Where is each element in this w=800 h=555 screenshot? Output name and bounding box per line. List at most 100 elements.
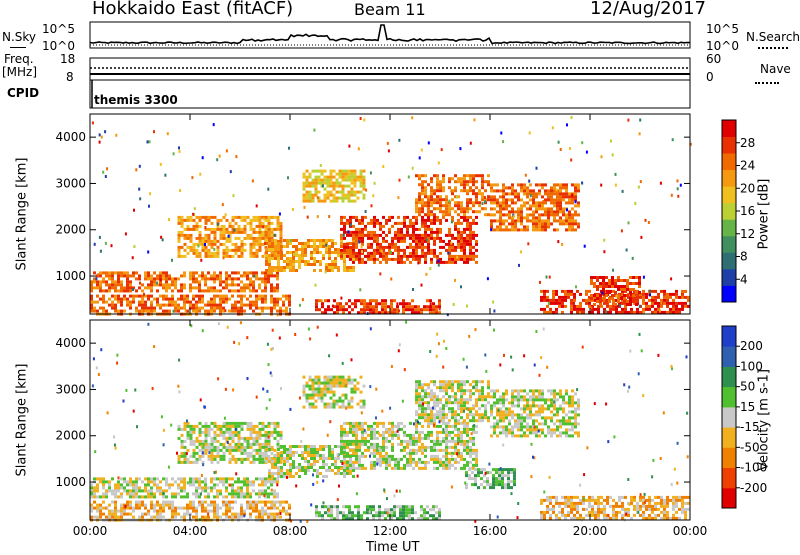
heatmap-cell (274, 463, 277, 466)
heatmap-cell (412, 255, 415, 258)
heatmap-cell (496, 201, 499, 204)
heatmap-cell (466, 222, 469, 225)
heatmap-cell (246, 277, 249, 280)
heatmap-cell (349, 269, 352, 272)
heatmap-cell (463, 228, 466, 231)
heatmap-cell (442, 410, 445, 413)
heatmap-cell (273, 289, 276, 292)
heatmap-cell (306, 397, 309, 400)
heatmap-cell (357, 382, 360, 385)
heatmap-cell (219, 301, 222, 304)
heatmap-cell (475, 452, 478, 455)
heatmap-cell (451, 440, 454, 443)
heatmap-cell (240, 480, 243, 483)
heatmap-cell (342, 200, 345, 203)
heatmap-cell (433, 243, 436, 246)
heatmap-cell (402, 299, 405, 302)
heatmap-cell (675, 293, 678, 296)
heatmap-cell (144, 495, 147, 498)
heatmap-cell (466, 443, 469, 446)
heatmap-cell (117, 274, 120, 277)
heatmap-cell (193, 443, 196, 446)
heatmap-cell (180, 283, 183, 286)
heatmap-cell (346, 219, 349, 222)
heatmap-cell (253, 255, 256, 258)
heatmap-cell (593, 276, 596, 279)
heatmap-cell (403, 440, 406, 443)
heatmap-cell (192, 280, 195, 283)
heatmap-cell (129, 283, 132, 286)
heatmap-cell (258, 492, 261, 495)
heatmap-cell (439, 389, 442, 392)
heatmap-noise-cell (200, 259, 202, 262)
heatmap-cell (277, 440, 280, 443)
heatmap-cell (315, 170, 318, 173)
heatmap-cell (246, 486, 249, 489)
heatmap-noise-cell (388, 149, 390, 152)
heatmap-cell (538, 225, 541, 228)
heatmap-cell (270, 301, 273, 304)
heatmap-cell (289, 242, 292, 245)
heatmap-cell (225, 486, 228, 489)
heatmap-cell (436, 174, 439, 177)
heatmap-cell (231, 513, 234, 516)
heatmap-cell (415, 228, 418, 231)
heatmap-cell (544, 228, 547, 231)
heatmap-cell (433, 216, 436, 219)
heatmap-cell (316, 248, 319, 251)
heatmap-cell (460, 180, 463, 183)
heatmap-noise-cell (640, 236, 642, 239)
heatmap-cell (541, 183, 544, 186)
heatmap-cell (574, 183, 577, 186)
heatmap-noise-cell (361, 245, 363, 248)
heatmap-cell (454, 434, 457, 437)
heatmap-cell (276, 501, 279, 504)
heatmap-cell (436, 398, 439, 401)
heatmap-cell (156, 504, 159, 507)
heatmap-cell (259, 231, 262, 234)
heatmap-cell (220, 425, 223, 428)
heatmap-cell (313, 260, 316, 263)
heatmap-cell (436, 189, 439, 192)
heatmap-cell (336, 403, 339, 406)
heatmap-cell (421, 252, 424, 255)
heatmap-cell (247, 455, 250, 458)
heatmap-cell (556, 192, 559, 195)
heatmap-cell (187, 437, 190, 440)
heatmap-cell (235, 449, 238, 452)
heatmap-cell (183, 480, 186, 483)
heatmap-cell (264, 480, 267, 483)
heatmap-cell (189, 480, 192, 483)
heatmap-cell (229, 255, 232, 258)
heatmap-cell (561, 311, 564, 314)
heatmap-cell (96, 477, 99, 480)
heatmap-cell (463, 243, 466, 246)
heatmap-noise-cell (363, 119, 365, 122)
heatmap-cell (469, 231, 472, 234)
heatmap-noise-cell (149, 140, 151, 143)
heatmap-cell (433, 219, 436, 222)
heatmap-cell (342, 176, 345, 179)
heatmap-cell (210, 504, 213, 507)
heatmap-cell (403, 222, 406, 225)
heatmap-cell (358, 458, 361, 461)
heatmap-cell (415, 386, 418, 389)
heatmap-cell (132, 480, 135, 483)
heatmap-cell (144, 486, 147, 489)
heatmap-cell (217, 440, 220, 443)
heatmap-cell (277, 443, 280, 446)
heatmap-cell (274, 466, 277, 469)
heatmap-cell (204, 477, 207, 480)
heatmap-cell (150, 289, 153, 292)
heatmap-cell (340, 440, 343, 443)
heatmap-cell (226, 446, 229, 449)
heatmap-cell (324, 403, 327, 406)
heatmap-cell (430, 231, 433, 234)
heatmap-cell (241, 449, 244, 452)
heatmap-noise-cell (528, 180, 530, 183)
heatmap-cell (391, 422, 394, 425)
heatmap-cell (312, 170, 315, 173)
heatmap-cell (270, 286, 273, 289)
heatmap-cell (635, 297, 638, 300)
heatmap-noise-cell (484, 196, 486, 199)
